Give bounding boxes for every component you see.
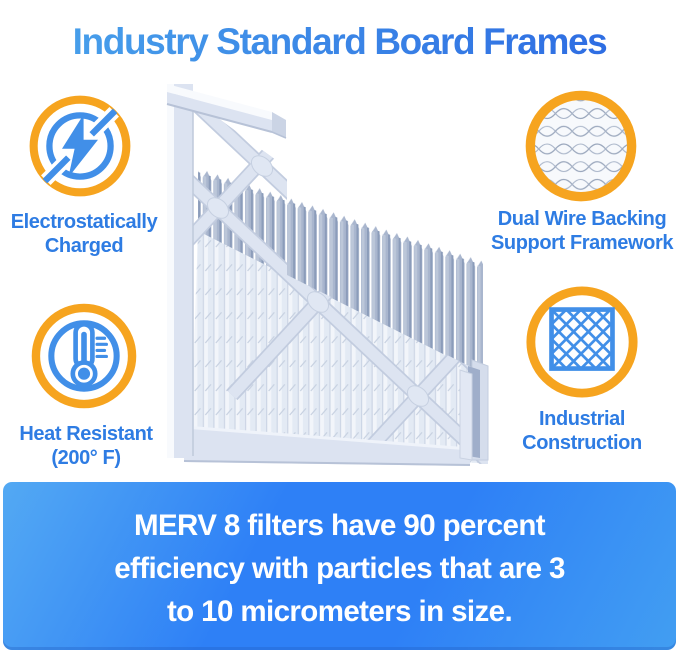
- feature-label-industrial: Industrial Construction: [462, 407, 679, 455]
- feature-label-line: (200° F): [51, 447, 121, 469]
- banner: MERV 8 filters have 90 percent efficienc…: [3, 482, 676, 650]
- banner-line: to 10 micrometers in size.: [166, 595, 513, 628]
- frame-top-flange: [166, 84, 287, 139]
- feature-label-line: Charged: [44, 235, 124, 257]
- page-title: Industry Standard Board Frames: [0, 21, 679, 63]
- banner-line: MERV 8 filters have 90 percent: [133, 509, 546, 542]
- feature-label-line: Support Framework: [490, 232, 674, 254]
- feature-label-line: Construction: [522, 432, 642, 454]
- frame-end-cap: [459, 359, 489, 461]
- pleat-top-band: [198, 166, 483, 378]
- banner-line: efficiency with particles that are 3: [114, 552, 565, 585]
- feature-label-line: Electrostatically: [10, 211, 158, 233]
- wire-mesh-icon: [525, 90, 637, 202]
- feature-label-line: Industrial: [538, 408, 625, 430]
- feature-label-line: Heat Resistant: [19, 423, 153, 445]
- banner-text: MERV 8 filters have 90 percent efficienc…: [3, 482, 676, 633]
- frame-left-board: [167, 84, 194, 458]
- thermometer-icon: [31, 303, 137, 409]
- feature-label-line: Dual Wire Backing: [497, 208, 667, 230]
- air-filter-illustration: [166, 84, 489, 466]
- feature-label-electrostatic: Electrostatically Charged: [0, 210, 204, 258]
- lattice-grid-icon: [526, 286, 638, 398]
- frame-bottom-rail: [183, 425, 471, 466]
- feature-label-wire-backing: Dual Wire Backing Support Framework: [462, 207, 679, 255]
- feature-label-heat: Heat Resistant (200° F): [0, 422, 206, 470]
- lightning-circle-icon: [29, 95, 131, 197]
